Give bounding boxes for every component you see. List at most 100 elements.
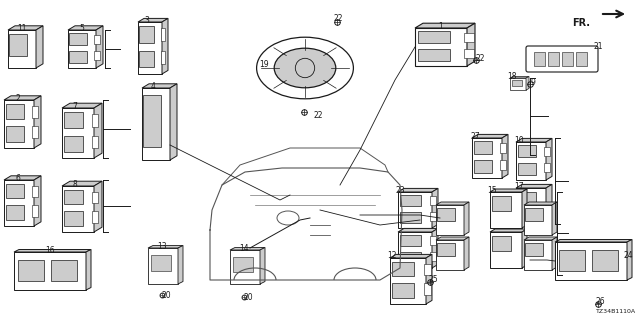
Polygon shape — [552, 202, 557, 235]
Polygon shape — [142, 84, 177, 88]
Bar — [95, 35, 100, 44]
Bar — [437, 243, 455, 256]
Bar — [142, 88, 170, 160]
Polygon shape — [436, 202, 469, 205]
Polygon shape — [472, 134, 508, 138]
Text: 22: 22 — [333, 13, 343, 22]
Polygon shape — [398, 228, 438, 232]
Bar — [151, 255, 170, 271]
Polygon shape — [14, 250, 91, 252]
Bar — [398, 232, 432, 268]
Bar — [95, 51, 100, 60]
Polygon shape — [552, 237, 557, 270]
Bar — [524, 205, 552, 235]
Bar — [525, 243, 543, 256]
Polygon shape — [148, 245, 183, 248]
Polygon shape — [398, 188, 438, 192]
Text: 8: 8 — [72, 180, 77, 188]
Polygon shape — [524, 202, 557, 205]
Bar — [437, 208, 455, 221]
Polygon shape — [432, 228, 438, 268]
Bar — [516, 188, 546, 224]
Text: 2: 2 — [15, 93, 20, 102]
Polygon shape — [522, 189, 527, 228]
Bar — [490, 192, 522, 228]
Bar — [593, 250, 618, 271]
Bar — [19, 260, 44, 281]
Text: TZ34B1110A: TZ34B1110A — [596, 309, 636, 314]
Bar — [424, 283, 431, 295]
Polygon shape — [546, 184, 552, 224]
Bar — [415, 28, 467, 66]
Text: 7: 7 — [72, 101, 77, 110]
Bar — [492, 236, 511, 251]
Bar — [140, 26, 154, 43]
Polygon shape — [490, 229, 527, 232]
Polygon shape — [490, 189, 527, 192]
Polygon shape — [8, 26, 43, 30]
Text: 22: 22 — [313, 110, 323, 119]
Bar — [430, 236, 436, 245]
Text: 3: 3 — [145, 15, 149, 25]
Text: 15: 15 — [487, 186, 497, 195]
Bar — [398, 192, 432, 228]
Polygon shape — [415, 23, 475, 28]
Bar — [143, 95, 161, 147]
Bar — [430, 252, 436, 261]
Bar — [576, 52, 587, 66]
Bar — [63, 135, 83, 151]
Text: 27: 27 — [470, 132, 480, 140]
Text: 16: 16 — [45, 245, 55, 254]
Bar — [518, 163, 536, 175]
Bar — [233, 257, 253, 272]
Bar — [418, 49, 450, 61]
Bar — [33, 106, 38, 118]
Polygon shape — [436, 237, 469, 240]
Text: 12: 12 — [387, 252, 397, 260]
Polygon shape — [526, 76, 529, 90]
Polygon shape — [230, 247, 265, 250]
Polygon shape — [170, 84, 177, 160]
Bar — [6, 126, 24, 142]
Bar — [63, 211, 83, 226]
Text: 4: 4 — [150, 82, 156, 91]
Polygon shape — [34, 96, 41, 148]
Bar — [518, 192, 536, 207]
Bar — [14, 252, 86, 290]
Polygon shape — [432, 188, 438, 228]
Bar — [69, 33, 87, 45]
Bar — [524, 240, 552, 270]
Bar — [230, 250, 260, 284]
FancyBboxPatch shape — [526, 46, 598, 72]
Polygon shape — [627, 239, 632, 280]
Bar — [492, 196, 511, 211]
Bar — [8, 30, 36, 68]
Bar — [516, 142, 546, 180]
Text: 17: 17 — [514, 181, 524, 190]
Text: FR.: FR. — [572, 18, 590, 28]
Text: 11: 11 — [17, 23, 27, 33]
Bar — [148, 248, 178, 284]
Bar — [424, 263, 431, 275]
Bar — [390, 258, 426, 304]
Polygon shape — [516, 184, 552, 188]
Bar — [62, 108, 94, 158]
Polygon shape — [467, 23, 475, 66]
Text: 5: 5 — [79, 23, 84, 33]
Text: 13: 13 — [157, 242, 167, 251]
Bar — [511, 80, 522, 86]
Bar — [474, 160, 492, 173]
Polygon shape — [4, 176, 41, 180]
Bar — [510, 78, 526, 90]
Text: 25: 25 — [428, 276, 438, 284]
Bar — [6, 104, 24, 119]
Ellipse shape — [274, 48, 336, 88]
Bar — [33, 126, 38, 139]
Bar — [418, 31, 450, 43]
Polygon shape — [68, 26, 103, 30]
Bar — [161, 28, 165, 41]
Polygon shape — [516, 139, 552, 142]
Bar — [92, 114, 98, 126]
Bar — [92, 135, 98, 148]
Text: 26: 26 — [595, 298, 605, 307]
